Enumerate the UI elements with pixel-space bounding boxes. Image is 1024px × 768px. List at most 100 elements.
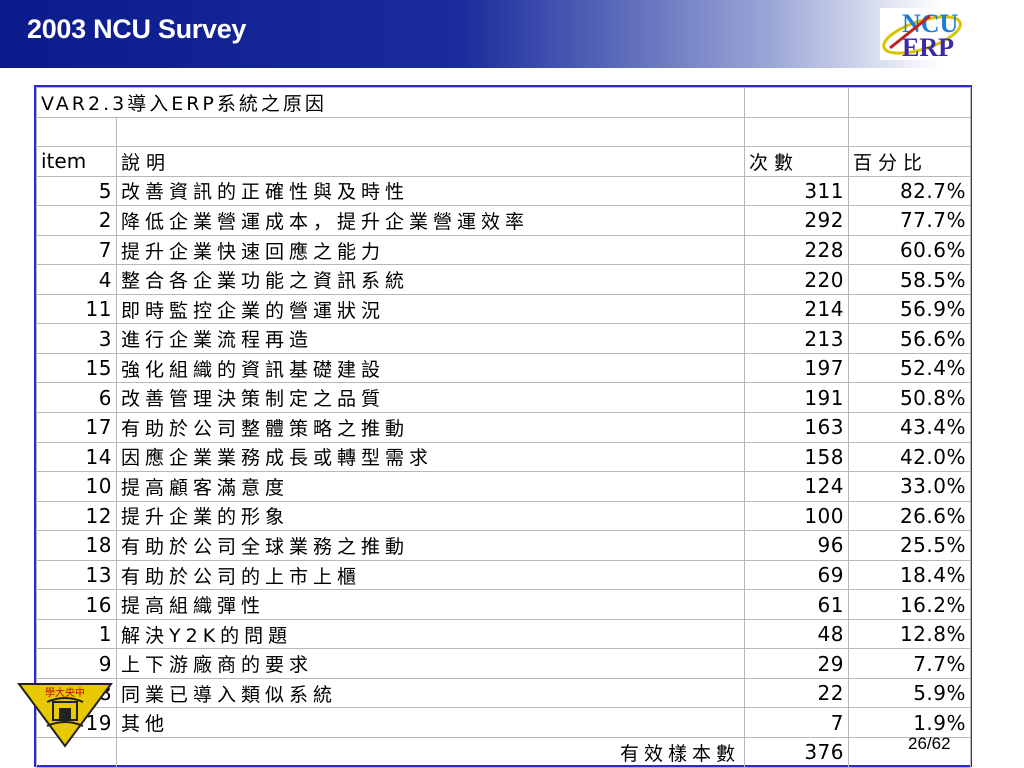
row-percent: 60.6% <box>848 234 971 266</box>
row-description: 其他 <box>116 707 745 739</box>
row-item: 10 <box>36 471 117 502</box>
row-description: 解決Y2K的問題 <box>116 618 745 650</box>
sample-size-label: 有效樣本數 <box>116 737 745 768</box>
row-percent: 12.8% <box>848 618 971 650</box>
row-percent: 52.4% <box>848 352 971 384</box>
slide-title: 2003 NCU Survey <box>27 14 247 44</box>
table-row: 17 有助於公司整體策略之推動 163 43.4% <box>36 412 971 443</box>
table-row: 7 提升企業快速回應之能力 228 60.6% <box>36 234 971 266</box>
survey-table-frame: VAR2.3導入ERP系統之原因 item 說明 次數 百分比 5 改善資訊的正確… <box>34 85 972 768</box>
row-count: 213 <box>744 323 849 354</box>
ncu-erp-logo-icon: NCU ERP <box>880 8 1020 60</box>
logo-line1: NCU <box>902 9 959 38</box>
row-description: 即時監控企業的營運狀況 <box>116 293 745 325</box>
row-item: 2 <box>36 205 117 236</box>
row-description: 提升企業的形象 <box>116 500 745 532</box>
row-item: 4 <box>36 264 117 295</box>
row-item: 15 <box>36 352 117 384</box>
row-count: 69 <box>744 559 849 591</box>
row-percent: 18.4% <box>848 559 971 591</box>
row-count: 124 <box>744 471 849 502</box>
row-percent: 26.6% <box>848 500 971 532</box>
row-count: 48 <box>744 618 849 650</box>
row-percent: 16.2% <box>848 589 971 620</box>
table-row: 5 改善資訊的正確性與及時性 311 82.7% <box>36 175 971 207</box>
row-percent: 42.0% <box>848 441 971 473</box>
row-item: 12 <box>36 500 117 532</box>
row-count: 191 <box>744 382 849 414</box>
row-item: 17 <box>36 412 117 443</box>
row-description: 降低企業營運成本，提升企業營運效率 <box>116 205 745 236</box>
row-count: 96 <box>744 530 849 561</box>
header-row: item 說明 次數 百分比 <box>36 146 971 177</box>
row-count: 292 <box>744 205 849 236</box>
row-description: 有助於公司的上市上櫃 <box>116 559 745 591</box>
row-item: 5 <box>36 175 117 207</box>
table-row: 3 進行企業流程再造 213 56.6% <box>36 323 971 354</box>
table-row: 15 強化組織的資訊基礎建設 197 52.4% <box>36 352 971 384</box>
table-row: 6 改善管理決策制定之品質 191 50.8% <box>36 382 971 414</box>
footer-row: 有效樣本數 376 <box>36 737 971 768</box>
row-count: 158 <box>744 441 849 473</box>
slide-header: 2003 NCU Survey NCU ERP <box>0 0 1024 68</box>
row-item: 13 <box>36 559 117 591</box>
row-count: 100 <box>744 500 849 532</box>
row-count: 7 <box>744 707 849 739</box>
row-item: 16 <box>36 589 117 620</box>
table-row: 11 即時監控企業的營運狀況 214 56.9% <box>36 293 971 325</box>
survey-table: VAR2.3導入ERP系統之原因 item 說明 次數 百分比 5 改善資訊的正確… <box>36 87 971 768</box>
row-count: 214 <box>744 293 849 325</box>
table-row: 14 因應企業業務成長或轉型需求 158 42.0% <box>36 441 971 473</box>
row-count: 163 <box>744 412 849 443</box>
row-item: 7 <box>36 234 117 266</box>
sample-size-count: 376 <box>744 737 849 768</box>
row-item: 6 <box>36 382 117 414</box>
row-percent: 7.7% <box>848 648 971 679</box>
row-percent: 77.7% <box>848 205 971 236</box>
row-description: 改善資訊的正確性與及時性 <box>116 175 745 207</box>
row-count: 228 <box>744 234 849 266</box>
row-item: 14 <box>36 441 117 473</box>
row-description: 進行企業流程再造 <box>116 323 745 354</box>
col-header-desc: 說明 <box>116 146 745 177</box>
logo-line2: ERP <box>902 33 954 60</box>
row-count: 29 <box>744 648 849 679</box>
row-percent: 58.5% <box>848 264 971 295</box>
table-row: 1 解決Y2K的問題 48 12.8% <box>36 618 971 650</box>
page-number: 26/62 <box>908 734 951 753</box>
row-percent: 43.4% <box>848 412 971 443</box>
table-row: 16 提高組織彈性 61 16.2% <box>36 589 971 620</box>
seal-text: 學大央中 <box>45 686 85 699</box>
table-row: 19 其他 7 1.9% <box>36 707 971 739</box>
table-row: 13 有助於公司的上市上櫃 69 18.4% <box>36 559 971 591</box>
table-row: 4 整合各企業功能之資訊系統 220 58.5% <box>36 264 971 295</box>
row-item: 1 <box>36 618 117 650</box>
row-percent: 5.9% <box>848 677 971 709</box>
row-count: 220 <box>744 264 849 295</box>
table-row: 8同業已導入類似系統225.9% <box>36 677 971 709</box>
col-header-item: item <box>36 146 117 177</box>
table-row: 2 降低企業營運成本，提升企業營運效率 292 77.7% <box>36 205 971 236</box>
row-percent: 56.6% <box>848 323 971 354</box>
row-item: 11 <box>36 293 117 325</box>
row-count: 197 <box>744 352 849 384</box>
row-count: 311 <box>744 175 849 207</box>
col-header-count: 次數 <box>744 146 849 177</box>
row-description: 提高顧客滿意度 <box>116 471 745 502</box>
table-row: 18 有助於公司全球業務之推動 96 25.5% <box>36 530 971 561</box>
caption-row: VAR2.3導入ERP系統之原因 <box>36 87 971 118</box>
table-row: 9 上下游廠商的要求 29 7.7% <box>36 648 971 679</box>
table-row: 12 提升企業的形象 100 26.6% <box>36 500 971 532</box>
row-description: 因應企業業務成長或轉型需求 <box>116 441 745 473</box>
row-count: 22 <box>744 677 849 709</box>
row-description: 改善管理決策制定之品質 <box>116 382 745 414</box>
row-description: 同業已導入類似系統 <box>116 677 745 709</box>
col-header-pct: 百分比 <box>848 146 971 177</box>
row-item: 18 <box>36 530 117 561</box>
row-description: 強化組織的資訊基礎建設 <box>116 352 745 384</box>
row-percent: 25.5% <box>848 530 971 561</box>
row-description: 提高組織彈性 <box>116 589 745 620</box>
row-description: 上下游廠商的要求 <box>116 648 745 679</box>
row-description: 提升企業快速回應之能力 <box>116 234 745 266</box>
row-percent: 50.8% <box>848 382 971 414</box>
